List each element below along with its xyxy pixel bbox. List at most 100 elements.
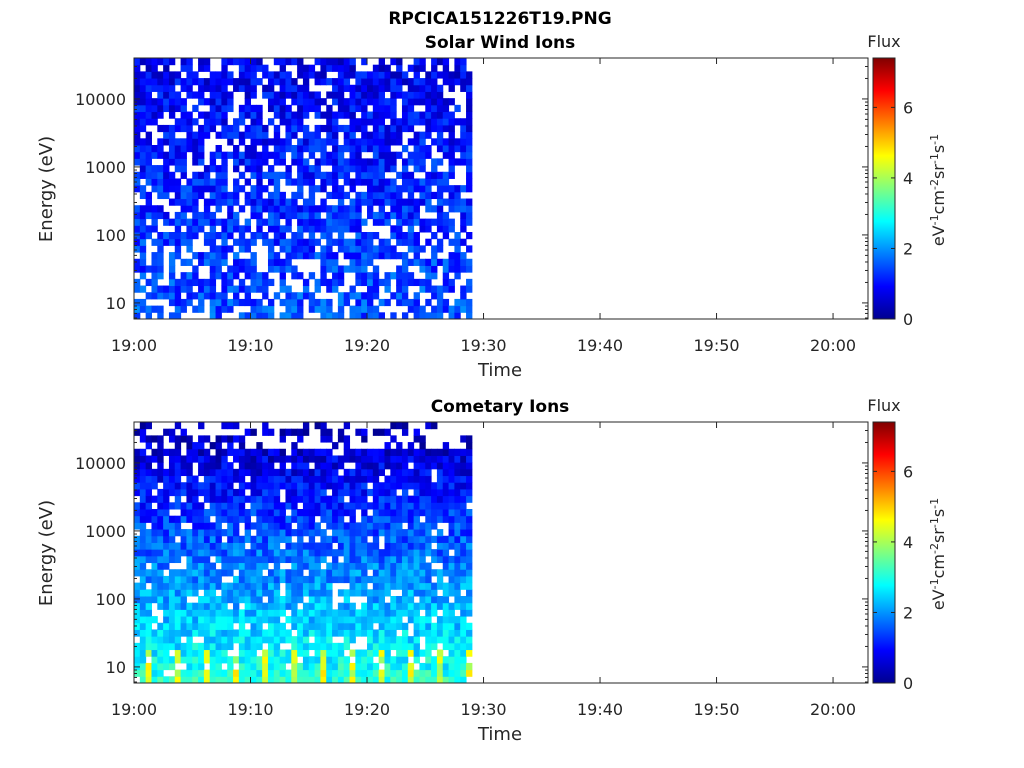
heatmap-cell bbox=[419, 98, 426, 106]
heatmap-cell bbox=[139, 238, 147, 246]
heatmap-cell bbox=[401, 91, 409, 99]
heatmap-cell bbox=[192, 649, 199, 657]
heatmap-cell bbox=[238, 562, 246, 570]
heatmap-cell bbox=[361, 252, 368, 260]
heatmap-cell bbox=[250, 509, 257, 517]
heatmap-cell bbox=[378, 165, 385, 173]
heatmap-cell bbox=[425, 225, 432, 233]
heatmap-cell bbox=[180, 428, 187, 436]
heatmap-cell bbox=[343, 549, 351, 557]
heatmap-cell bbox=[174, 151, 182, 159]
heatmap-cell bbox=[215, 656, 222, 664]
heatmap-cell bbox=[291, 602, 298, 610]
heatmap-cell bbox=[361, 555, 368, 564]
heatmap-cell bbox=[180, 549, 187, 557]
heatmap-cell bbox=[227, 91, 234, 99]
heatmap-cell bbox=[267, 582, 275, 590]
heatmap-cell bbox=[215, 609, 222, 617]
heatmap-cell bbox=[343, 71, 351, 79]
heatmap-cell bbox=[355, 71, 362, 79]
heatmap-cell bbox=[425, 118, 432, 126]
y-tick-label: 10 bbox=[106, 294, 126, 313]
heatmap-cell bbox=[134, 475, 141, 483]
heatmap-cell bbox=[390, 596, 397, 604]
heatmap-cell bbox=[302, 111, 310, 119]
heatmap-cell bbox=[139, 676, 147, 684]
heatmap-cell bbox=[163, 238, 170, 246]
heatmap-cell bbox=[198, 662, 205, 671]
heatmap-cell bbox=[198, 145, 205, 153]
heatmap-cell bbox=[413, 522, 420, 530]
heatmap-cell bbox=[221, 218, 228, 226]
heatmap-cell bbox=[291, 642, 298, 651]
heatmap-cell bbox=[297, 305, 304, 313]
heatmap-cell bbox=[134, 91, 141, 99]
heatmap-cell bbox=[367, 91, 374, 99]
heatmap-cell bbox=[372, 124, 380, 133]
figure-title: RPCICA151226T19.PNG bbox=[388, 9, 611, 29]
heatmap-cell bbox=[279, 502, 286, 510]
heatmap-cell bbox=[285, 428, 292, 436]
heatmap-cell bbox=[431, 305, 438, 313]
heatmap-cell bbox=[431, 596, 438, 604]
heatmap-cell bbox=[425, 642, 432, 651]
heatmap-cell bbox=[454, 145, 461, 153]
heatmap-cell bbox=[337, 662, 345, 671]
heatmap-cell bbox=[134, 245, 141, 253]
heatmap-cell bbox=[308, 562, 316, 570]
heatmap-cell bbox=[186, 205, 193, 213]
heatmap-cell bbox=[151, 252, 158, 260]
heatmap-cell bbox=[163, 495, 170, 503]
heatmap-cell bbox=[168, 542, 176, 550]
heatmap-cell bbox=[349, 535, 356, 543]
heatmap-cell bbox=[244, 191, 252, 200]
heatmap-cell bbox=[308, 205, 316, 213]
heatmap-cell bbox=[262, 422, 269, 430]
heatmap-cell bbox=[355, 305, 362, 313]
heatmap-cell bbox=[413, 298, 420, 307]
heatmap-cell bbox=[267, 225, 275, 233]
heatmap-cell bbox=[302, 616, 310, 624]
heatmap-cell bbox=[466, 145, 473, 153]
heatmap-cell bbox=[279, 596, 286, 604]
heatmap-cell bbox=[215, 616, 222, 624]
heatmap-cell bbox=[238, 475, 246, 483]
heatmap-cell bbox=[233, 549, 240, 557]
heatmap-cell bbox=[436, 535, 444, 543]
heatmap-cell bbox=[355, 589, 362, 597]
heatmap-cell bbox=[425, 596, 432, 604]
heatmap-cell bbox=[267, 555, 275, 564]
heatmap-cell bbox=[302, 515, 310, 523]
heatmap-cell bbox=[186, 455, 193, 463]
heatmap-cell bbox=[378, 98, 385, 106]
heatmap-cell bbox=[198, 225, 205, 233]
heatmap-cell bbox=[466, 435, 473, 443]
heatmap-cell bbox=[337, 428, 345, 436]
heatmap-cell bbox=[203, 198, 211, 206]
heatmap-cell bbox=[139, 649, 147, 657]
heatmap-cell bbox=[215, 502, 222, 510]
heatmap-cell bbox=[198, 91, 205, 99]
heatmap-cell bbox=[355, 575, 362, 584]
heatmap-cell bbox=[372, 151, 380, 159]
heatmap-cell bbox=[320, 542, 327, 550]
heatmap-cell bbox=[361, 245, 368, 253]
heatmap-cell bbox=[297, 629, 304, 637]
heatmap-cell bbox=[355, 124, 362, 133]
heatmap-cell bbox=[250, 616, 257, 624]
heatmap-cell bbox=[401, 158, 409, 166]
heatmap-cell bbox=[238, 676, 246, 684]
heatmap-cell bbox=[466, 629, 473, 637]
heatmap-cell bbox=[396, 509, 403, 517]
heatmap-cell bbox=[466, 569, 473, 577]
heatmap-cell bbox=[425, 171, 432, 179]
heatmap-cell bbox=[227, 232, 234, 240]
heatmap-cell bbox=[238, 312, 246, 320]
heatmap-cell bbox=[320, 455, 327, 463]
heatmap-cell bbox=[361, 84, 368, 92]
heatmap-cell bbox=[151, 448, 158, 456]
heatmap-cell bbox=[186, 549, 193, 557]
heatmap-cell bbox=[448, 636, 455, 644]
heatmap-cell bbox=[413, 462, 420, 470]
heatmap-cell bbox=[436, 488, 444, 497]
